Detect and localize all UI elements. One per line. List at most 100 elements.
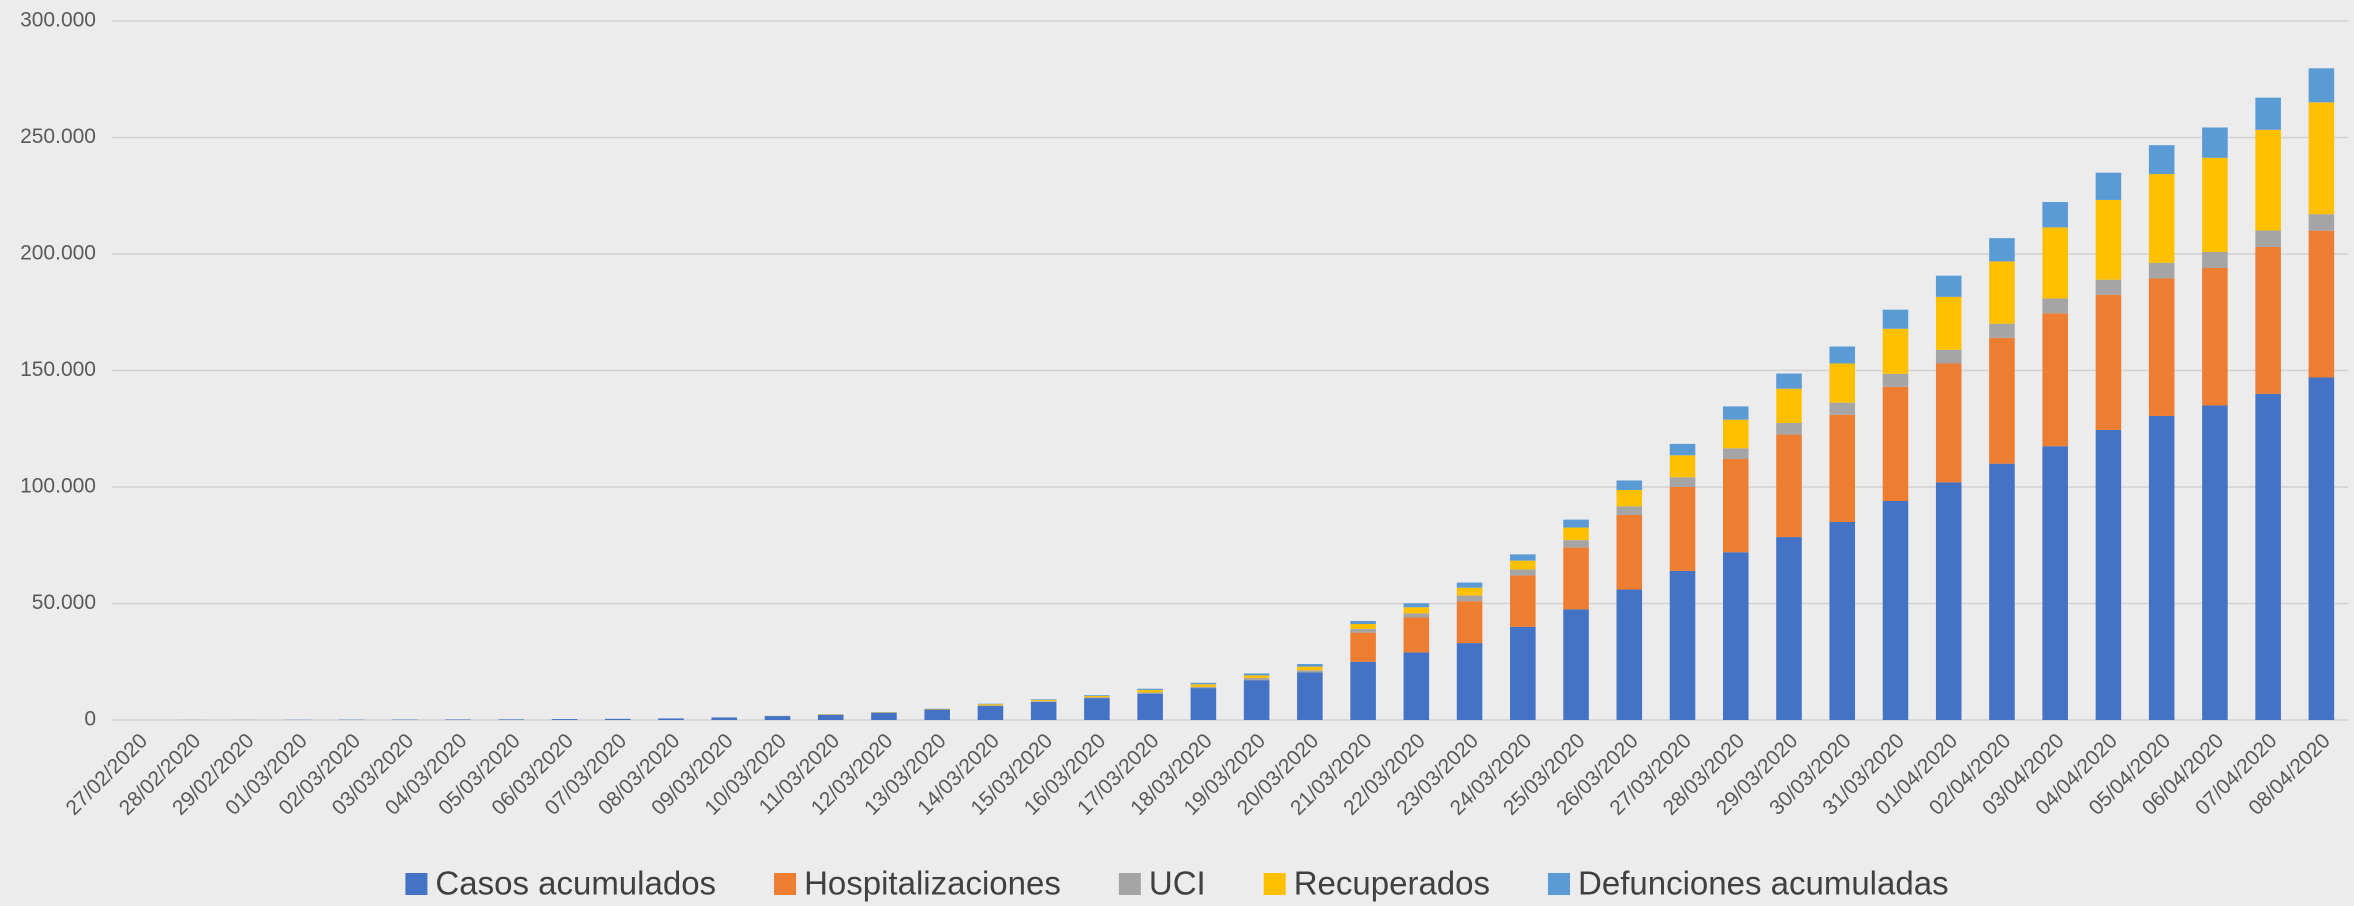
bar-segment [1882, 373, 1909, 387]
bar-segment [2148, 174, 2175, 263]
bar-segment [1669, 477, 1696, 487]
bar-segment [817, 714, 844, 720]
bar-segment [1563, 540, 1589, 548]
bar-segment [1084, 697, 1110, 699]
bar-segment [1989, 261, 2015, 324]
bar-segment [2308, 230, 2335, 378]
bar-segment [977, 706, 1004, 720]
y-tick-label: 150.000 [20, 358, 96, 381]
bar-segment [1350, 628, 1376, 633]
bar-segment [1403, 613, 1430, 618]
bar-segment [1776, 537, 1802, 720]
bar-segment [1243, 677, 1270, 681]
y-tick-label: 200.000 [20, 242, 96, 265]
bar-segment [551, 719, 578, 720]
bar-segment [1935, 275, 1962, 297]
legend-label: Hospitalizaciones [804, 865, 1061, 902]
legend-swatch [1118, 873, 1141, 895]
bar-segment [1137, 693, 1163, 720]
bar-segment [1829, 414, 1856, 522]
bar-segment [2042, 446, 2068, 720]
bar-segment [2308, 102, 2335, 215]
legend-label: Casos acumulados [435, 865, 716, 902]
bar-segment [2148, 262, 2175, 279]
bar-segment [1510, 575, 1536, 627]
bar-segment [1563, 609, 1589, 720]
bar-segment [1935, 349, 1962, 364]
bar-segment [764, 716, 791, 720]
bar-segment [1829, 346, 1856, 364]
bar-segment [1030, 699, 1057, 702]
bar-segment [2255, 97, 2281, 130]
bar-segment [1776, 422, 1802, 435]
bar-segment [1350, 624, 1376, 629]
bar-segment [1829, 363, 1856, 403]
y-tick-label: 300.000 [20, 9, 96, 32]
bar-segment [2095, 199, 2122, 280]
bar-segment [924, 709, 950, 720]
bar-segment [2308, 214, 2335, 231]
bar-segment [2148, 278, 2175, 416]
bar-segment [2308, 68, 2335, 103]
bar-segment [1030, 701, 1057, 720]
bar-segment [871, 712, 897, 720]
bar-segment [977, 704, 1004, 706]
legend-swatch [774, 873, 797, 895]
bar-segment [2148, 415, 2175, 720]
legend-swatch [1263, 873, 1286, 895]
bar-segment [1722, 459, 1749, 553]
bar-segment [1829, 521, 1856, 720]
bar-segment [1084, 698, 1110, 720]
bar-segment [1563, 519, 1589, 528]
bar-segment [1882, 500, 1909, 720]
bar-segment [1669, 487, 1696, 571]
bar-segment [977, 705, 1004, 707]
legend-label: Recuperados [1294, 865, 1490, 902]
bar-segment [1456, 643, 1483, 720]
bar-segment [2095, 294, 2122, 430]
bar-segment [1616, 506, 1643, 515]
bar-segment [1722, 448, 1749, 460]
bar-segment [1935, 482, 1962, 720]
bar-segment [1403, 617, 1430, 653]
bar-segment [1776, 434, 1802, 538]
y-tick-label: 100.000 [20, 475, 96, 498]
bar-segment [1563, 527, 1589, 541]
bar-segment [1137, 688, 1163, 690]
bar-segment [1989, 238, 2015, 262]
bar-segment [2042, 313, 2068, 447]
bar-segment [2255, 230, 2281, 248]
bar-segment [2148, 145, 2175, 175]
bar-segment [1669, 570, 1696, 720]
bar-segment [1297, 664, 1323, 667]
bar-segment [1456, 601, 1483, 644]
bar-segment [2095, 429, 2122, 720]
bar-segment [711, 717, 738, 720]
y-tick-label: 250.000 [20, 125, 96, 148]
bar-segment [1722, 406, 1749, 420]
bar-segment [1350, 661, 1376, 720]
bar-segment [2042, 227, 2068, 299]
bar-segment [1190, 686, 1217, 689]
bar-segment [1084, 695, 1110, 698]
bar-segment [2095, 172, 2122, 200]
bar-segment [2202, 157, 2228, 252]
bar-segment [1989, 337, 2015, 464]
bar-segment [2202, 251, 2228, 268]
y-tick-label: 50.000 [32, 591, 96, 614]
bar-segment [1350, 620, 1376, 625]
bar-segment [1563, 547, 1589, 610]
bar-segment [1616, 490, 1643, 507]
bar-segment [2042, 202, 2068, 228]
bar-segment [1297, 666, 1323, 671]
bar-segment [1882, 386, 1909, 501]
bar-segment [1297, 672, 1323, 720]
bar-segment [1510, 626, 1536, 720]
bar-segment [1350, 632, 1376, 662]
bar-segment [1190, 682, 1217, 685]
bar-segment [1722, 419, 1749, 449]
bar-segment [1882, 309, 1909, 329]
bar-segment [1616, 589, 1643, 720]
